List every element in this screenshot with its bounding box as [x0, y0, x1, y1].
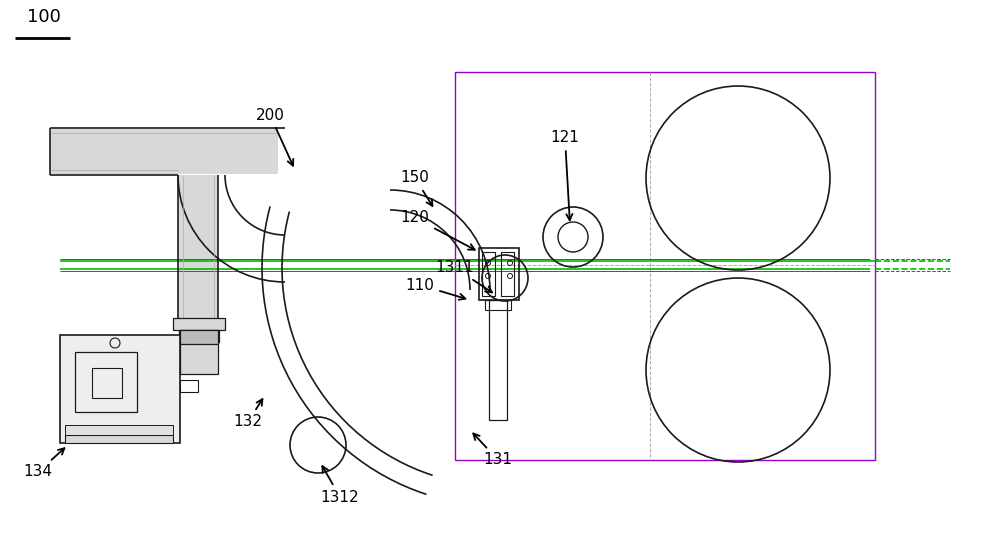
Bar: [75, 352, 137, 412]
Bar: [65, 435, 173, 443]
Bar: [485, 300, 511, 310]
Bar: [180, 380, 198, 392]
Bar: [179, 175, 217, 318]
Text: 110: 110: [406, 278, 465, 300]
Bar: [60, 335, 180, 443]
Text: 150: 150: [401, 170, 432, 206]
Bar: [51, 129, 278, 174]
Bar: [180, 342, 218, 374]
Bar: [179, 330, 219, 342]
Bar: [173, 318, 225, 330]
Text: 1312: 1312: [321, 466, 359, 505]
Bar: [482, 252, 495, 296]
Text: 120: 120: [401, 210, 475, 250]
Text: 134: 134: [24, 448, 64, 479]
Text: 131: 131: [473, 434, 512, 467]
Text: 200: 200: [256, 107, 293, 166]
Text: 100: 100: [27, 8, 61, 26]
Bar: [501, 252, 514, 296]
Text: 121: 121: [551, 131, 579, 220]
Bar: [455, 72, 875, 460]
Bar: [479, 248, 519, 300]
Bar: [92, 368, 122, 398]
Bar: [65, 425, 173, 435]
Text: 1311: 1311: [436, 261, 492, 293]
Text: 132: 132: [234, 399, 262, 429]
Bar: [180, 330, 218, 344]
Bar: [489, 300, 507, 420]
